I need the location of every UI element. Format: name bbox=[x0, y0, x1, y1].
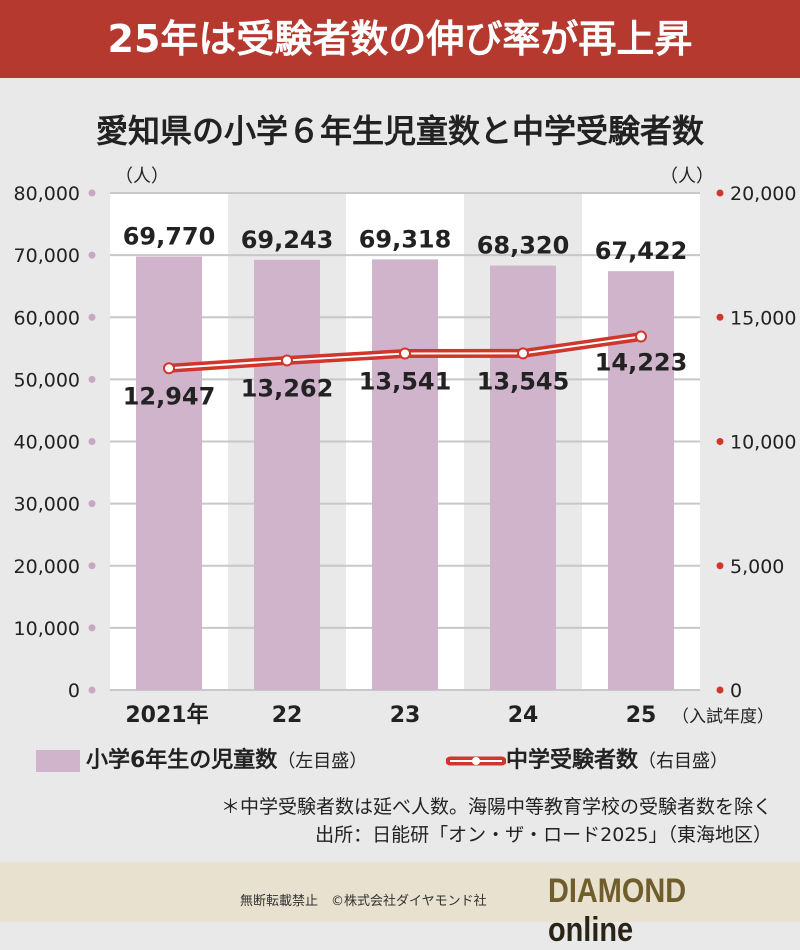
bar-label: 69,318 bbox=[359, 225, 452, 253]
line-label: 14,223 bbox=[595, 349, 688, 377]
left-tick-dot bbox=[88, 189, 96, 197]
left-tick-dot bbox=[88, 375, 96, 383]
bar bbox=[490, 265, 556, 690]
left-tick-dot bbox=[88, 500, 96, 508]
legend-bar-label: 小学6年生の児童数 bbox=[86, 748, 278, 773]
left-tick-label: 40,000 bbox=[14, 432, 80, 454]
source: 出所：日能研「オン・ザ・ロード2025」（東海地区） bbox=[315, 824, 772, 846]
left-tick-dot bbox=[88, 251, 96, 259]
bar-label: 67,422 bbox=[595, 237, 688, 265]
bar-label: 69,770 bbox=[123, 223, 216, 251]
bar-label: 68,320 bbox=[477, 232, 570, 260]
left-tick-label: 70,000 bbox=[14, 245, 80, 267]
chart-title: 愛知県の小学６年生児童数と中学受験者数 bbox=[95, 112, 704, 150]
line-point bbox=[635, 330, 647, 343]
legend-line: 中学受験者数（右目盛） bbox=[445, 742, 729, 774]
copyright: 無断転載禁止 ©株式会社ダイヤモンド社 bbox=[240, 894, 487, 909]
right-tick-label: 5,000 bbox=[730, 556, 784, 578]
x-tick-label: 23 bbox=[390, 703, 421, 728]
legend-line-label: 中学受験者数 bbox=[506, 748, 639, 773]
left-tick-label: 10,000 bbox=[14, 618, 80, 640]
right-tick-dot bbox=[716, 686, 724, 694]
bar bbox=[136, 256, 202, 690]
right-tick-label: 10,000 bbox=[730, 432, 796, 454]
line-label: 13,262 bbox=[241, 374, 334, 402]
line-label: 13,541 bbox=[359, 368, 452, 396]
logo-diamond: DIAMOND bbox=[548, 872, 687, 910]
right-tick-dot bbox=[716, 438, 724, 445]
right-tick-label: 0 bbox=[730, 680, 742, 702]
line-label: 12,947 bbox=[123, 382, 216, 410]
left-tick-label: 20,000 bbox=[14, 556, 80, 578]
line-label: 13,545 bbox=[477, 367, 570, 395]
x-tick-label: 25 bbox=[626, 703, 657, 728]
right-tick-dot bbox=[716, 189, 724, 197]
bar bbox=[254, 259, 320, 690]
legend-line-note: （右目盛） bbox=[638, 751, 729, 772]
legend-line-swatch bbox=[445, 756, 507, 766]
line-point bbox=[517, 347, 529, 360]
note: ＊中学受験者数は延べ人数。海陽中等教育学校の受験者数を除く bbox=[220, 796, 772, 818]
left-tick-dot bbox=[88, 686, 96, 694]
left-unit: （人） bbox=[115, 166, 169, 187]
footer bbox=[0, 862, 800, 922]
line-point bbox=[281, 354, 293, 367]
left-tick-label: 30,000 bbox=[14, 494, 80, 516]
logo: DIAMOND online bbox=[548, 872, 762, 950]
right-tick-dot bbox=[716, 313, 724, 321]
chart: 0 10,000 20,000 30,000 40,000 50,000 60,000 70,… bbox=[14, 166, 797, 728]
left-tick-dot bbox=[88, 438, 96, 445]
x-tick-label: 24 bbox=[508, 703, 539, 728]
x-axis-label: （入試年度） bbox=[672, 707, 774, 727]
legend-bar-swatch bbox=[36, 750, 80, 772]
right-tick-label: 20,000 bbox=[730, 183, 796, 205]
left-tick-label: 0 bbox=[68, 680, 80, 702]
left-tick-label: 50,000 bbox=[14, 369, 80, 391]
x-tick-label: 22 bbox=[272, 703, 303, 728]
right-tick-label: 15,000 bbox=[730, 307, 796, 329]
line-point bbox=[399, 347, 411, 360]
x-tick-label: 2021年 bbox=[125, 702, 208, 728]
right-tick-dot bbox=[716, 562, 724, 570]
bar-label: 69,243 bbox=[241, 226, 334, 254]
right-unit: （人） bbox=[660, 166, 714, 187]
left-tick-dot bbox=[88, 562, 96, 570]
header-banner: 25年は受験者数の伸び率が再上昇 bbox=[0, 0, 800, 78]
legend-bars: 小学6年生の児童数（左目盛） bbox=[36, 742, 367, 774]
left-tick-dot bbox=[88, 624, 96, 632]
legend-bar-note: （左目盛） bbox=[277, 751, 368, 772]
logo-online: online bbox=[548, 911, 634, 949]
left-tick-dot bbox=[88, 313, 96, 321]
line-point bbox=[163, 362, 175, 375]
left-tick-label: 80,000 bbox=[14, 183, 80, 205]
bar bbox=[372, 259, 438, 690]
left-tick-label: 60,000 bbox=[14, 307, 80, 329]
